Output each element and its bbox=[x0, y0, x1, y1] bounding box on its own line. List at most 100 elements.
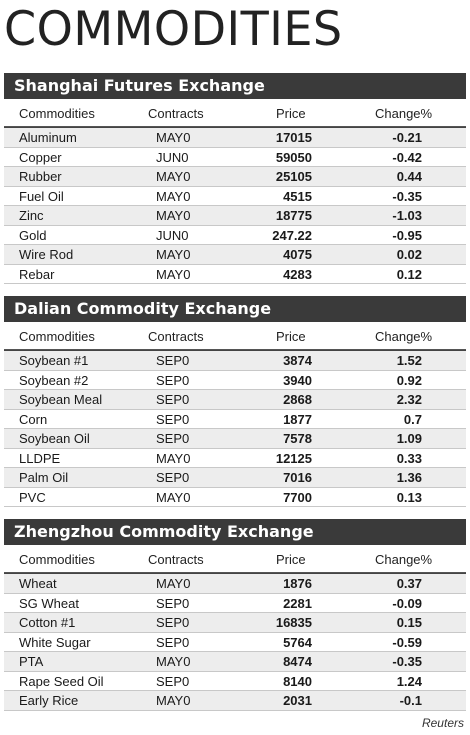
contract-cell: MAY0 bbox=[156, 266, 191, 282]
commodity-cell: Early Rice bbox=[19, 693, 79, 708]
commodity-cell: LLDPE bbox=[19, 450, 61, 466]
commodity-cell: Soybean Meal bbox=[19, 392, 103, 407]
table-row: PTA MAY0 8474 -0.35 bbox=[4, 652, 466, 672]
table-row: Gold JUN0 247.22 -0.95 bbox=[4, 225, 466, 245]
column-headers: Commodities Contracts Price Change% bbox=[4, 545, 466, 573]
section-dalian: Dalian Commodity Exchange Commodities Co… bbox=[4, 296, 466, 507]
change-cell: -0.1 bbox=[399, 693, 422, 708]
contract-cell: MAY0 bbox=[156, 654, 191, 669]
header-price: Price bbox=[276, 552, 306, 567]
contract-cell: SEP0 bbox=[156, 470, 190, 485]
price-cell: 4515 bbox=[283, 188, 312, 204]
change-cell: 0.44 bbox=[396, 169, 422, 184]
price-cell: 4075 bbox=[283, 247, 312, 262]
price-cell: 7700 bbox=[283, 489, 312, 505]
commodity-cell: Rape Seed Oil bbox=[19, 673, 104, 689]
source-credit: Reuters bbox=[421, 716, 464, 730]
header-price: Price bbox=[276, 329, 306, 344]
table-row: Palm Oil SEP0 7016 1.36 bbox=[4, 468, 466, 488]
header-change: Change% bbox=[375, 552, 433, 567]
change-cell: 0.15 bbox=[396, 615, 422, 630]
commodity-cell: Cotton #1 bbox=[19, 615, 76, 630]
price-cell: 8474 bbox=[283, 654, 312, 669]
price-cell: 3940 bbox=[283, 372, 312, 388]
change-cell: -0.35 bbox=[392, 188, 422, 204]
price-cell: 8140 bbox=[283, 673, 312, 689]
table-row: Zinc MAY0 18775 -1.03 bbox=[4, 206, 466, 226]
price-cell: 2281 bbox=[283, 595, 312, 611]
commodity-cell: PVC bbox=[19, 489, 46, 505]
change-cell: 0.13 bbox=[396, 489, 422, 505]
section-header: Zhengzhou Commodity Exchange bbox=[4, 519, 466, 545]
table-row: Cotton #1 SEP0 16835 0.15 bbox=[4, 613, 466, 633]
commodity-cell: Palm Oil bbox=[19, 470, 69, 485]
table-row: LLDPE MAY0 12125 0.33 bbox=[4, 448, 466, 468]
section-shanghai: Shanghai Futures Exchange Commodities Co… bbox=[4, 73, 466, 284]
table-body: Soybean #1 SEP0 3874 1.52 Soybean #2 SEP0 3940… bbox=[4, 350, 466, 507]
commodity-cell: Gold bbox=[19, 227, 47, 243]
contract-cell: SEP0 bbox=[156, 431, 190, 446]
change-cell: 0.92 bbox=[396, 372, 422, 388]
contract-cell: SEP0 bbox=[156, 392, 190, 407]
commodity-cell: SG Wheat bbox=[19, 595, 79, 611]
change-cell: 1.09 bbox=[396, 431, 422, 446]
header-contracts: Contracts bbox=[148, 552, 204, 567]
contract-cell: SEP0 bbox=[156, 673, 190, 689]
commodity-cell: PTA bbox=[19, 654, 44, 669]
commodity-cell: Aluminum bbox=[19, 130, 77, 145]
table-row: Fuel Oil MAY0 4515 -0.35 bbox=[4, 186, 466, 206]
table-row: Rebar MAY0 4283 0.12 bbox=[4, 264, 466, 284]
table-row: Rubber MAY0 25105 0.44 bbox=[4, 167, 466, 187]
commodity-cell: Soybean #1 bbox=[19, 353, 89, 368]
header-commodities: Commodities bbox=[19, 329, 95, 344]
table-row: SG Wheat SEP0 2281 -0.09 bbox=[4, 593, 466, 613]
table-row: Soybean Meal SEP0 2868 2.32 bbox=[4, 390, 466, 410]
change-cell: 1.36 bbox=[396, 470, 422, 485]
commodity-cell: Fuel Oil bbox=[19, 188, 64, 204]
change-cell: -0.42 bbox=[392, 149, 422, 165]
contract-cell: MAY0 bbox=[156, 450, 191, 466]
contract-cell: MAY0 bbox=[156, 489, 191, 505]
contract-cell: MAY0 bbox=[156, 130, 191, 145]
price-cell: 17015 bbox=[275, 130, 312, 145]
table-row: Corn SEP0 1877 0.7 bbox=[4, 409, 466, 429]
commodity-cell: Wire Rod bbox=[19, 247, 74, 262]
commodity-cell: Rebar bbox=[19, 266, 55, 282]
price-cell: 2031 bbox=[283, 693, 312, 708]
contract-cell: SEP0 bbox=[156, 353, 190, 368]
header-contracts: Contracts bbox=[148, 329, 204, 344]
table-row: Aluminum MAY0 17015 -0.21 bbox=[4, 128, 466, 148]
price-cell: 1877 bbox=[283, 411, 312, 427]
column-headers: Commodities Contracts Price Change% bbox=[4, 99, 466, 127]
table-row: Soybean Oil SEP0 7578 1.09 bbox=[4, 429, 466, 449]
contract-cell: MAY0 bbox=[156, 169, 191, 184]
change-cell: 1.24 bbox=[396, 673, 422, 689]
table-row: Copper JUN0 59050 -0.42 bbox=[4, 147, 466, 167]
section-header: Dalian Commodity Exchange bbox=[4, 296, 466, 322]
table-row: Rape Seed Oil SEP0 8140 1.24 bbox=[4, 671, 466, 691]
price-cell: 5764 bbox=[283, 634, 312, 650]
table-row: Wire Rod MAY0 4075 0.02 bbox=[4, 245, 466, 265]
commodity-cell: Soybean #2 bbox=[19, 372, 89, 388]
commodity-cell: Zinc bbox=[19, 208, 44, 223]
change-cell: -0.21 bbox=[392, 130, 422, 145]
table-row: Wheat MAY0 1876 0.37 bbox=[4, 574, 466, 594]
commodity-cell: Soybean Oil bbox=[19, 431, 90, 446]
contract-cell: JUN0 bbox=[156, 227, 189, 243]
change-cell: -0.95 bbox=[392, 227, 422, 243]
price-cell: 7016 bbox=[283, 470, 312, 485]
change-cell: -1.03 bbox=[392, 208, 422, 223]
price-cell: 2868 bbox=[283, 392, 312, 407]
price-cell: 3874 bbox=[283, 353, 312, 368]
contract-cell: MAY0 bbox=[156, 693, 191, 708]
table-body: Wheat MAY0 1876 0.37 SG Wheat SEP0 2281 -0.09 Co… bbox=[4, 573, 466, 711]
price-cell: 247.22 bbox=[272, 227, 312, 243]
commodity-cell: White Sugar bbox=[19, 634, 91, 650]
price-cell: 12125 bbox=[275, 450, 312, 466]
price-cell: 4283 bbox=[283, 266, 312, 282]
contract-cell: SEP0 bbox=[156, 634, 190, 650]
table-body: Aluminum MAY0 17015 -0.21 Copper JUN0 59050 -0.… bbox=[4, 127, 466, 284]
price-cell: 7578 bbox=[283, 431, 312, 446]
change-cell: 0.37 bbox=[396, 576, 422, 591]
change-cell: 0.7 bbox=[403, 411, 422, 427]
